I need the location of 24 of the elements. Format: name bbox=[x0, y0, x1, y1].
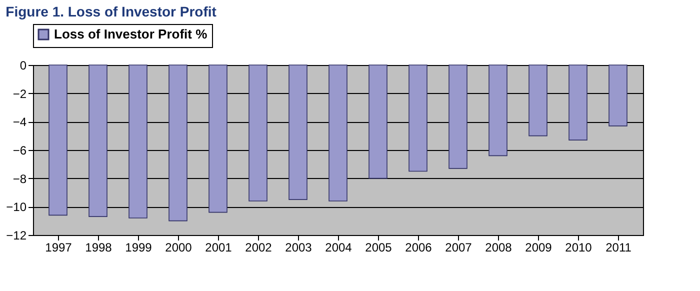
y-tick-label: 0 bbox=[20, 58, 27, 72]
x-tick-label: 2003 bbox=[285, 240, 312, 254]
y-tick-label: −12 bbox=[6, 228, 27, 242]
y-tick-label: −10 bbox=[6, 200, 27, 214]
x-tick-label: 2004 bbox=[325, 240, 352, 254]
x-tick-label: 2009 bbox=[525, 240, 552, 254]
y-tick-label: −4 bbox=[12, 115, 27, 130]
y-tick-label: −6 bbox=[12, 144, 27, 158]
x-tick-label: 2011 bbox=[606, 240, 632, 254]
x-tick-label: 2002 bbox=[245, 240, 272, 254]
x-tick-label: 2008 bbox=[485, 240, 512, 254]
y-tick-label: −8 bbox=[12, 172, 27, 186]
x-tick-label: 2007 bbox=[445, 240, 472, 254]
x-tick-label: 1999 bbox=[125, 240, 152, 254]
legend-label: Loss of Investor Profit % bbox=[54, 26, 208, 42]
y-tick-label: −2 bbox=[12, 86, 27, 101]
x-tick-label: 2005 bbox=[365, 240, 392, 254]
x-tick-label: 2000 bbox=[165, 240, 192, 254]
x-tick-label: 2001 bbox=[205, 240, 232, 254]
x-tick-label: 1997 bbox=[45, 240, 72, 254]
chart-title: Figure 1. Loss of Investor Profit bbox=[6, 4, 217, 20]
x-tick-label: 1998 bbox=[85, 240, 112, 254]
x-tick-label: 2006 bbox=[405, 240, 432, 254]
x-tick-label: 2010 bbox=[565, 240, 592, 254]
